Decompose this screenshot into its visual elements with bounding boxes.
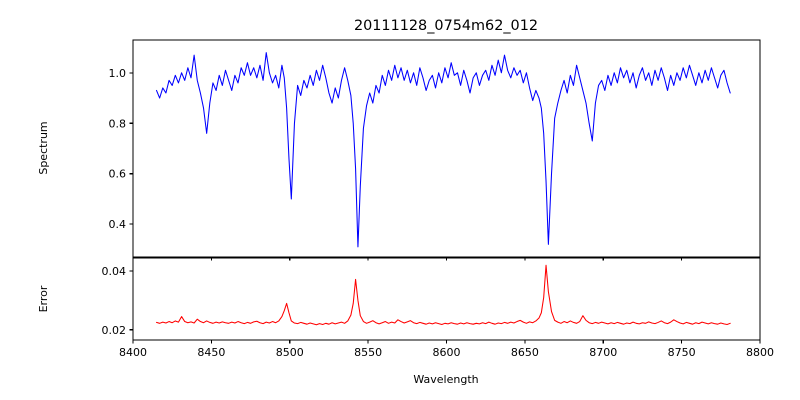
- x-tick-label: 8700: [589, 346, 617, 359]
- y-tick-label: 0.6: [109, 168, 127, 181]
- spectrum-panel-tick-labels: 0.4 0.6 0.8 1.0: [109, 67, 127, 231]
- y-tick-label: 0.02: [102, 324, 127, 337]
- x-tick-label: 8500: [276, 346, 304, 359]
- y-tick-label: 0.8: [109, 117, 127, 130]
- x-tick-label: 8600: [433, 346, 461, 359]
- error-panel-ticks: [129, 270, 761, 344]
- spectrum-panel-border: [132, 39, 761, 258]
- x-tick-label: 8400: [119, 346, 147, 359]
- x-tick-label: 8450: [197, 346, 225, 359]
- error-series-line: [155, 264, 731, 326]
- error-panel: 8400 8450 8500 8550 8600 8650 8700 8750 8800 0.02…: [37, 257, 775, 359]
- spectrum-series-line: [155, 52, 731, 248]
- spectrum-panel: 0.4 0.6 0.8 1.0 Spectrum: [37, 39, 761, 261]
- x-tick-label: 8650: [511, 346, 539, 359]
- x-tick-label: 8800: [746, 346, 774, 359]
- x-axis-label: Wavelength: [413, 373, 478, 386]
- y-tick-label: 0.04: [102, 265, 127, 278]
- error-panel-tick-labels: 8400 8450 8500 8550 8600 8650 8700 8750 8800 0.02…: [102, 265, 775, 359]
- x-tick-label: 8550: [354, 346, 382, 359]
- error-y-axis-label: Error: [37, 285, 50, 312]
- spectrum-y-axis-label: Spectrum: [37, 121, 50, 174]
- error-panel-border: [132, 257, 761, 341]
- x-tick-label: 8750: [668, 346, 696, 359]
- page-title: 20111128_0754m62_012: [354, 18, 538, 34]
- y-tick-label: 1.0: [109, 67, 127, 80]
- y-tick-label: 0.4: [109, 218, 127, 231]
